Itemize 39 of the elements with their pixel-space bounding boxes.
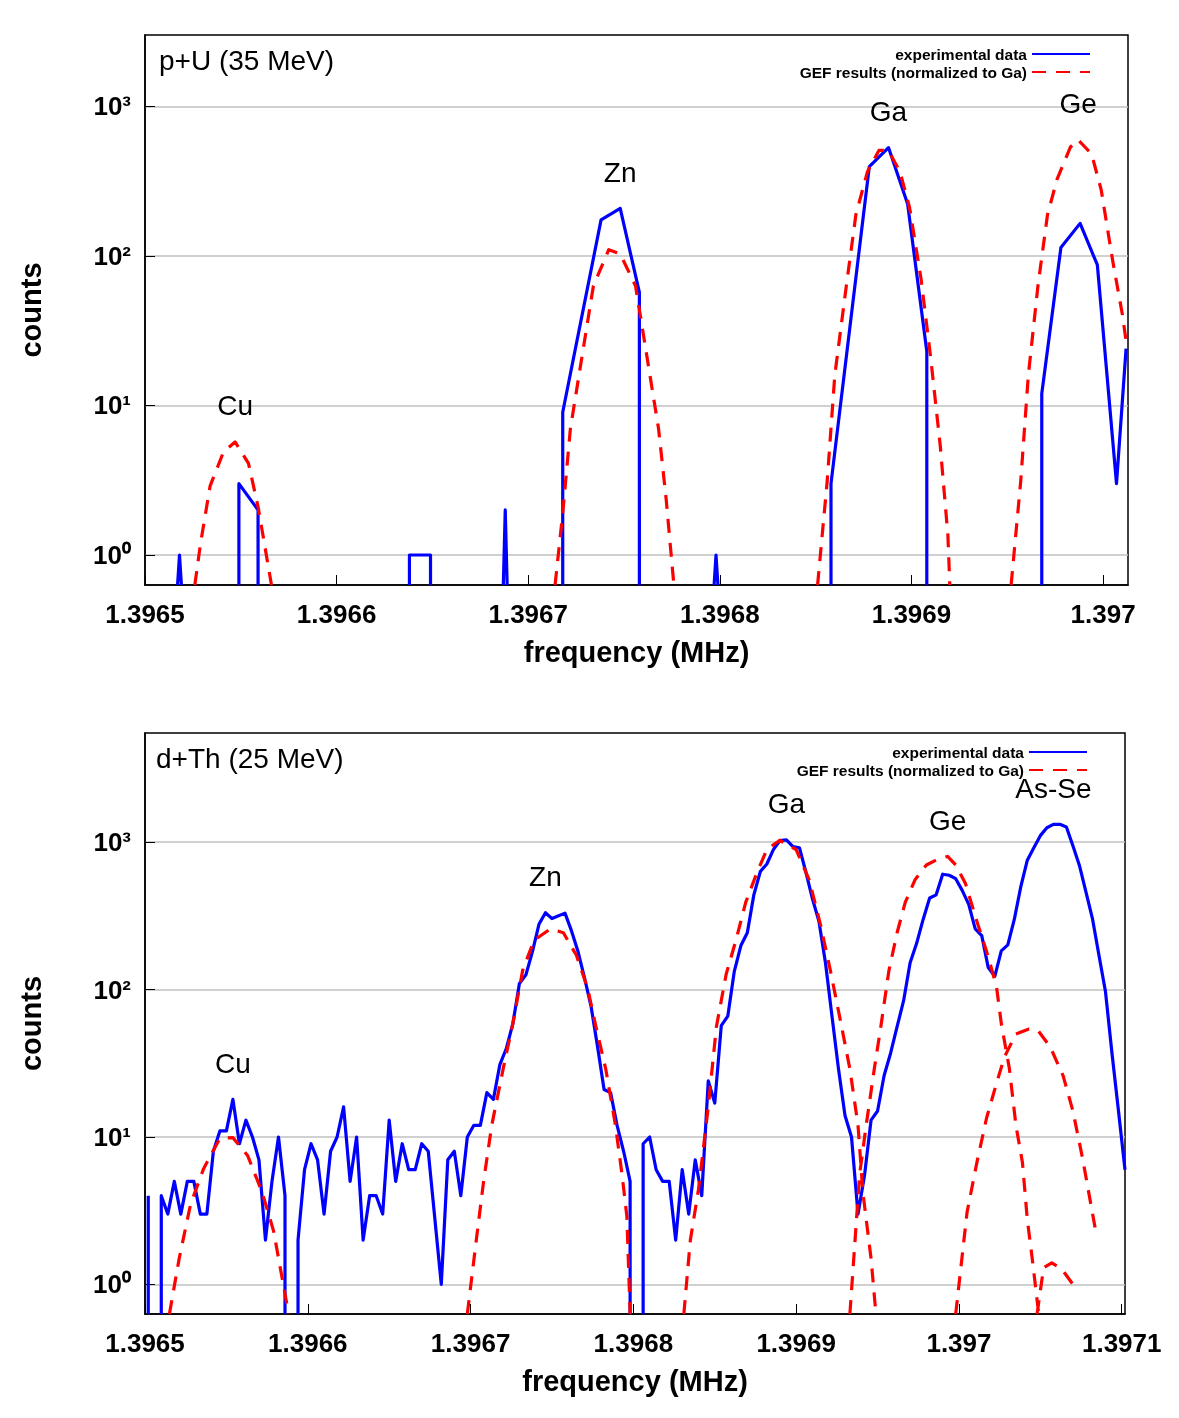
y-tick-label: 10⁰ [93,539,132,570]
legend-label: experimental data [895,45,1028,63]
annotation: Zn [603,156,637,188]
x-axis-title: frequency (MHz) [523,635,750,668]
chart-title: p+U (35 MeV) [159,44,335,76]
legend-label: GEF results (normalized to Ga) [799,63,1027,81]
y-tick-label: 10² [93,974,132,1005]
x-tick-label: 1.3965 [105,1328,185,1358]
x-axis-title: frequency (MHz) [522,1364,748,1397]
x-tick-label: 1.3967 [488,599,568,629]
legend-label: experimental data [892,743,1025,761]
y-axis-title: counts [14,262,47,358]
x-tick-label: 1.3969 [756,1328,836,1358]
annotation: Ge [1059,88,1097,120]
y-tick-label: 10³ [93,91,132,122]
annotation: Zn [529,861,562,893]
x-tick-label: 1.3971 [1081,1328,1162,1358]
x-tick-label: 1.3966 [268,1328,348,1358]
annotation: Cu [217,390,253,422]
y-axis-title: counts [14,975,47,1072]
annotation: Ga [869,96,908,128]
x-tick-label: 1.3968 [593,1328,674,1358]
x-tick-label: 1.397 [926,1328,992,1358]
chart-title: d+Th (25 MeV) [156,742,344,774]
legend-label: GEF results (normalized to Ga) [796,761,1024,779]
y-tick-label: 10⁰ [93,1269,132,1300]
annotation: Ga [767,788,806,820]
x-tick-label: 1.3967 [430,1328,511,1358]
x-tick-label: 1.3969 [871,599,952,629]
x-tick-label: 1.397 [1070,599,1136,629]
y-tick-label: 10² [93,240,132,271]
annotation: Ge [928,804,967,836]
annotation: Cu [215,1047,251,1079]
y-tick-label: 10³ [93,827,132,858]
x-tick-label: 1.3965 [105,599,185,629]
y-tick-label: 10¹ [93,390,131,421]
x-tick-label: 1.3968 [680,599,760,629]
y-tick-label: 10¹ [93,1121,131,1152]
x-tick-label: 1.3966 [296,599,377,629]
